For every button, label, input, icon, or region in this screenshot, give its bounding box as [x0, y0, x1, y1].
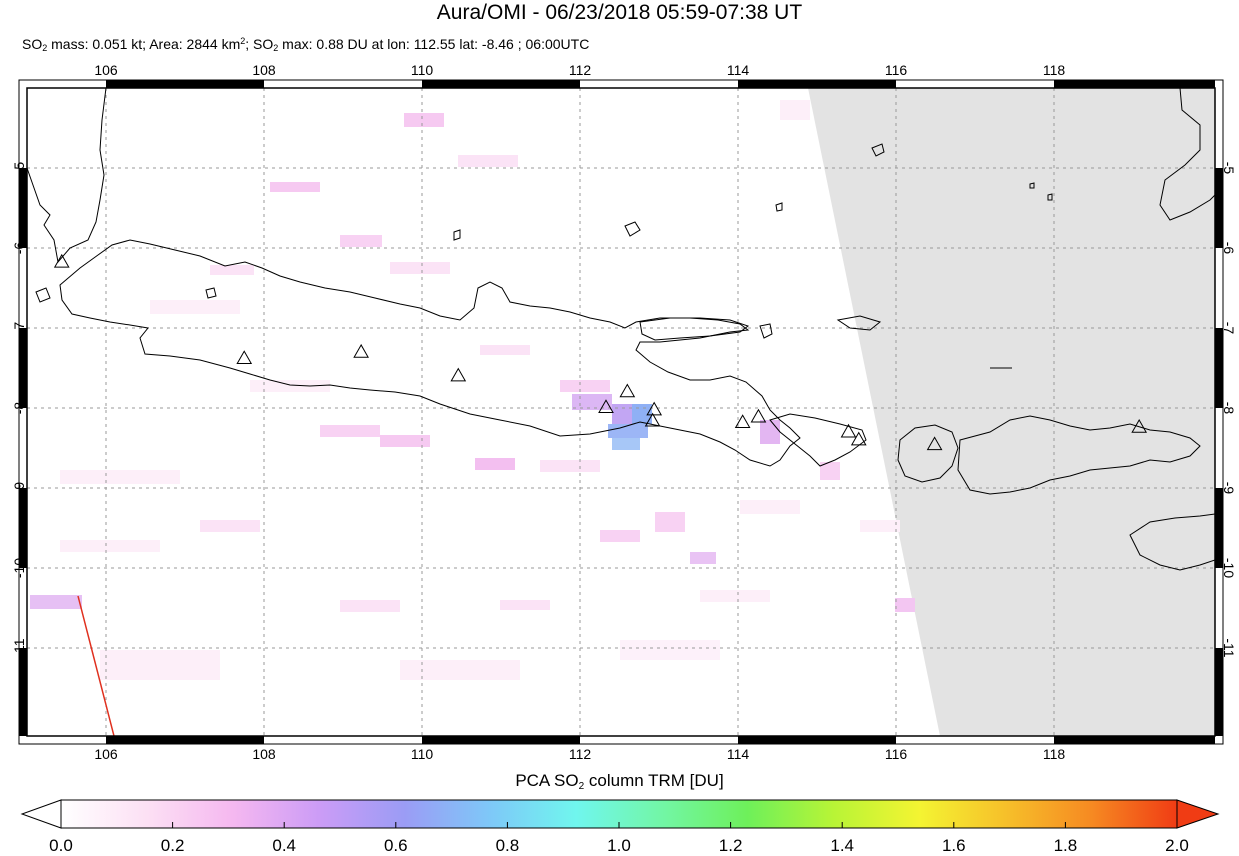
map-frame: [26, 87, 1216, 737]
volcano-triangle-icon: [353, 343, 369, 358]
coastlines: [27, 88, 1215, 571]
lat-tick-left: -8: [11, 401, 27, 415]
volcano-triangle-icon: [450, 367, 467, 382]
lon-tick-top: 114: [726, 62, 750, 78]
thousand-islands: [205, 287, 217, 299]
so2-stats-line: SO2 mass: 0.051 kt; Area: 2844 km2; SO2 …: [22, 35, 589, 53]
lat-tick-left: -10: [11, 557, 27, 579]
lon-tick-bottom: 114: [726, 746, 750, 762]
lon-tick-bottom: 116: [884, 746, 908, 762]
colorbar-label: 0.2: [160, 836, 185, 855]
colorbar-label: 0.6: [383, 836, 408, 855]
volcano-triangle-icon: [236, 350, 253, 365]
lombok-coast: [897, 424, 959, 483]
lat-tick-left: -5: [11, 161, 27, 175]
colorbar-min-arrow: [20, 799, 62, 829]
lat-tick-right: -7: [1221, 321, 1237, 335]
colorbar-title-prefix: PCA SO: [515, 771, 579, 790]
max-text: max: 0.88 DU at lon: 112.55 lat: -8.46 ;…: [278, 36, 590, 52]
lon-tick-top: 118: [1042, 62, 1066, 78]
volcano-markers: [53, 253, 1148, 451]
sumbawa-coast: [957, 415, 1201, 495]
volcano-triangle-icon: [619, 383, 636, 398]
max-subscript: 2: [273, 43, 279, 53]
map-title: Aura/OMI - 06/23/2018 05:59-07:38 UT: [436, 1, 803, 24]
max-prefix: ; SO: [245, 36, 274, 52]
colorbar-label: 0.0: [49, 836, 73, 855]
so2-pixels: [30, 100, 915, 680]
lon-tick-top: 112: [568, 62, 592, 78]
volcano-triangle-icon: [644, 412, 661, 427]
small-isle-1: [871, 143, 885, 157]
lon-tick-top: 116: [884, 62, 908, 78]
volcano-triangle-icon: [1131, 419, 1148, 433]
lon-tick-bottom: 110: [410, 746, 434, 762]
lat-tick-right: -9: [1221, 481, 1237, 495]
colorbar-label: 1.4: [830, 836, 854, 855]
lat-tick-right: -11: [1221, 638, 1237, 658]
colorbar-title: PCA SO2 column TRM [DU]: [0, 771, 1239, 792]
volcano-triangle-icon: [734, 414, 751, 429]
sumatra-coast: [27, 88, 107, 264]
bali-coast: [769, 413, 867, 467]
lon-tick-bottom: 112: [568, 746, 592, 762]
karimunjawa-island: [624, 221, 641, 237]
colorbar-label: 0.8: [495, 836, 520, 855]
kangean-island: [836, 315, 882, 331]
mass-text: mass: 0.051 kt; Area: 2844 km: [47, 36, 241, 52]
lat-tick-left: -9: [11, 481, 27, 495]
kalimantan-coast: [1159, 88, 1215, 221]
volcano-triangle-icon: [53, 253, 70, 268]
volcano-triangle-icon: [646, 401, 663, 416]
lon-tick-bottom: 108: [252, 746, 276, 762]
volcano-triangle-icon: [598, 399, 614, 414]
colorbar-label: 2.0: [1165, 836, 1189, 855]
lon-tick-top: 110: [410, 62, 434, 78]
sumba-coast: [1129, 513, 1215, 571]
colorbar-label: 1.8: [1053, 836, 1078, 855]
outer-frame: [18, 79, 1224, 745]
madura-coast: [639, 317, 750, 341]
volcano-triangle-icon: [840, 423, 857, 438]
lon-tick-top: 108: [252, 62, 276, 78]
graticule: [27, 88, 1215, 736]
volcano-triangle-icon: [926, 436, 943, 451]
colorbar-max-arrow: [1176, 799, 1220, 829]
map-border-ticks: [19, 80, 1223, 744]
lon-tick-top: 106: [94, 62, 118, 78]
volcano-triangle-icon: [750, 408, 767, 423]
colorbar-label: 1.6: [941, 836, 966, 855]
small-isle-3: [1029, 182, 1035, 189]
lat-tick-right: -10: [1221, 557, 1237, 579]
java-coast: [59, 239, 801, 467]
lat-tick-right: -5: [1221, 161, 1237, 175]
small-isle-7: [453, 229, 461, 241]
mass-prefix: SO: [22, 36, 43, 52]
colorbar-title-sub: 2: [578, 781, 585, 792]
colorbar-label: 0.4: [272, 836, 296, 855]
lat-tick-left: -7: [11, 321, 27, 335]
small-isle-4: [1047, 193, 1053, 201]
track-line: [77, 595, 115, 736]
mass-subscript: 2: [42, 43, 48, 53]
small-isle-6: [35, 287, 51, 303]
bawean-island: [759, 323, 773, 339]
lat-tick-right: -8: [1221, 401, 1237, 415]
lon-tick-bottom: 106: [94, 746, 118, 762]
small-isle-2: [775, 202, 783, 212]
colorbar: [20, 799, 1220, 829]
no-data-region: [808, 88, 1215, 736]
colorbar-label: 1.2: [718, 836, 743, 855]
lon-tick-bottom: 118: [1042, 746, 1066, 762]
area-superscript: 2: [240, 36, 246, 46]
volcano-triangle-icon: [850, 431, 867, 446]
colorbar-title-suffix: column TRM [DU]: [584, 771, 724, 790]
lat-tick-right: -6: [1221, 241, 1237, 255]
colorbar-label: 1.0: [607, 836, 631, 855]
lat-tick-left: -11: [11, 638, 27, 658]
lat-tick-left: -6: [11, 241, 27, 255]
